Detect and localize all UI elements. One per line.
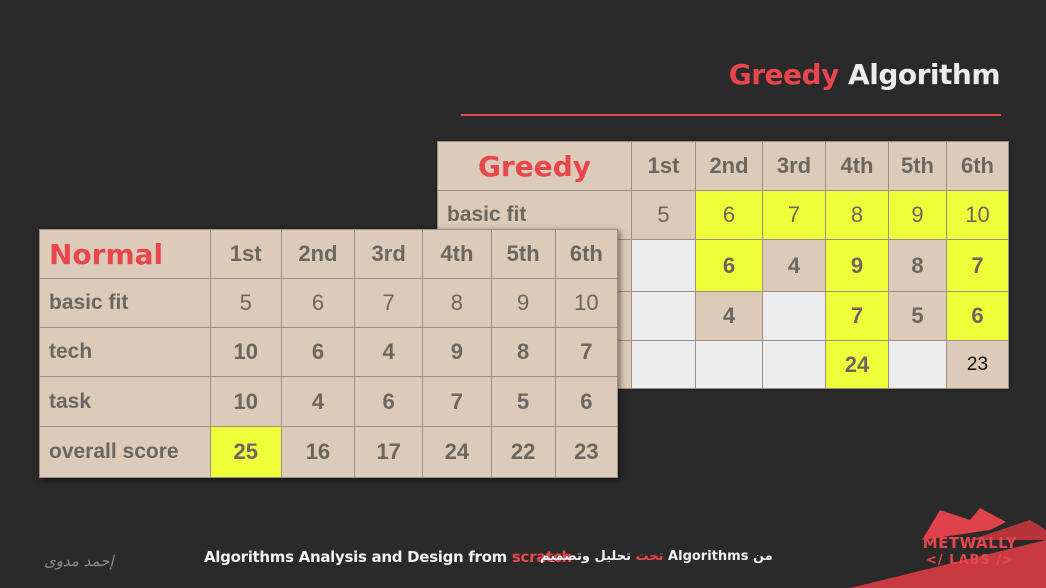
arabic-accent: تحت bbox=[635, 549, 664, 564]
table-cell: 8 bbox=[825, 190, 889, 240]
table-cell: 17 bbox=[354, 426, 424, 478]
table-cell: 6 bbox=[354, 376, 424, 427]
table-cell: 10 bbox=[946, 190, 1009, 240]
course-title-text: Algorithms Analysis and Design from bbox=[204, 548, 512, 566]
row-label: tech bbox=[39, 327, 211, 377]
table-cell: 6 bbox=[280, 327, 356, 377]
table-cell: 4 bbox=[695, 291, 763, 341]
table-cell: 7 bbox=[946, 239, 1009, 292]
table-cell: 4 bbox=[354, 327, 424, 377]
slide-title-rest: Algorithm bbox=[838, 58, 1000, 91]
logo-line-1: METWALLY bbox=[922, 534, 1018, 552]
greedy-col-4th: 4th bbox=[825, 141, 889, 191]
metwally-labs-logo: METWALLY </ LABS /> bbox=[914, 535, 1026, 569]
table-cell bbox=[762, 340, 826, 389]
table-cell: 25 bbox=[209, 426, 282, 478]
table-cell bbox=[631, 239, 696, 292]
logo-stripes-icon bbox=[560, 508, 1046, 588]
table-cell: 23 bbox=[946, 340, 1009, 389]
table-cell: 5 bbox=[209, 278, 282, 328]
greedy-col-5th: 5th bbox=[888, 141, 947, 191]
table-cell: 5 bbox=[490, 376, 556, 427]
greedy-table-title: Greedy bbox=[437, 141, 632, 191]
table-cell: 7 bbox=[354, 278, 424, 328]
table-cell: 6 bbox=[554, 376, 619, 427]
table-cell: 9 bbox=[888, 190, 947, 240]
table-cell bbox=[631, 340, 696, 389]
table-cell: 22 bbox=[490, 426, 556, 478]
table-cell: 8 bbox=[422, 278, 492, 328]
table-cell bbox=[631, 291, 696, 341]
table-cell: 4 bbox=[280, 376, 356, 427]
normal-table: Normal 1st 2nd 3rd 4th 5th 6th basic fit… bbox=[39, 229, 619, 478]
greedy-col-3rd: 3rd bbox=[762, 141, 826, 191]
greedy-header-row: Greedy 1st 2nd 3rd 4th 5th 6th bbox=[437, 141, 1009, 191]
table-cell bbox=[695, 340, 763, 389]
normal-row-tech: tech 10 6 4 9 8 7 bbox=[39, 327, 619, 377]
table-cell: 6 bbox=[695, 239, 763, 292]
table-cell: 9 bbox=[490, 278, 556, 328]
table-cell: 24 bbox=[422, 426, 492, 478]
course-title: Algorithms Analysis and Design from scra… bbox=[204, 548, 572, 566]
normal-row-overall: overall score 25 16 17 24 22 23 bbox=[39, 426, 619, 478]
table-cell: 23 bbox=[554, 426, 619, 478]
table-cell: 9 bbox=[825, 239, 889, 292]
greedy-col-6th: 6th bbox=[946, 141, 1009, 191]
slide-title-accent: Greedy bbox=[728, 58, 840, 91]
row-label: overall score bbox=[39, 426, 211, 478]
normal-col-2nd: 2nd bbox=[280, 229, 356, 279]
row-label: basic fit bbox=[39, 278, 211, 328]
greedy-col-2nd: 2nd bbox=[695, 141, 763, 191]
table-cell bbox=[888, 340, 947, 389]
normal-row-task: task 10 4 6 7 5 6 bbox=[39, 376, 619, 427]
author-signature: إحمد مدوى bbox=[44, 552, 114, 570]
slide-title: Greedy Algorithm bbox=[728, 58, 1001, 91]
table-cell: 9 bbox=[422, 327, 492, 377]
table-cell: 4 bbox=[762, 239, 826, 292]
logo-line-2: </ LABS /> bbox=[926, 553, 1014, 568]
table-cell: 10 bbox=[209, 376, 282, 427]
table-cell: 7 bbox=[422, 376, 492, 427]
table-cell: 7 bbox=[762, 190, 826, 240]
arabic-text: تحليل وتصميم Algorithms من bbox=[540, 549, 773, 564]
table-cell: 8 bbox=[888, 239, 947, 292]
course-title-accent: scratch bbox=[511, 548, 572, 566]
normal-col-1st: 1st bbox=[209, 229, 282, 279]
table-cell: 10 bbox=[209, 327, 282, 377]
table-cell: 16 bbox=[280, 426, 356, 478]
normal-col-4th: 4th bbox=[422, 229, 492, 279]
table-cell: 6 bbox=[946, 291, 1009, 341]
table-cell: 8 bbox=[490, 327, 556, 377]
table-cell: 6 bbox=[695, 190, 763, 240]
table-cell bbox=[762, 291, 826, 341]
normal-col-3rd: 3rd bbox=[354, 229, 424, 279]
greedy-col-1st: 1st bbox=[631, 141, 696, 191]
table-cell: 7 bbox=[825, 291, 889, 341]
table-cell: 6 bbox=[280, 278, 356, 328]
table-cell: 5 bbox=[888, 291, 947, 341]
table-cell: 10 bbox=[554, 278, 619, 328]
greedy-row-basic-fit: basic fit 5 6 7 8 9 10 bbox=[437, 190, 1009, 240]
table-cell: 5 bbox=[631, 190, 696, 240]
course-title-arabic: تحت تحليل وتصميم Algorithms من bbox=[540, 549, 773, 564]
table-cell: 7 bbox=[554, 327, 619, 377]
normal-col-5th: 5th bbox=[490, 229, 556, 279]
row-label: task bbox=[39, 376, 211, 427]
title-underline bbox=[461, 114, 1001, 116]
normal-col-6th: 6th bbox=[554, 229, 619, 279]
normal-table-title: Normal bbox=[39, 229, 211, 279]
table-cell: 24 bbox=[825, 340, 889, 389]
normal-row-basic-fit: basic fit 5 6 7 8 9 10 bbox=[39, 278, 619, 328]
normal-header-row: Normal 1st 2nd 3rd 4th 5th 6th bbox=[39, 229, 619, 279]
